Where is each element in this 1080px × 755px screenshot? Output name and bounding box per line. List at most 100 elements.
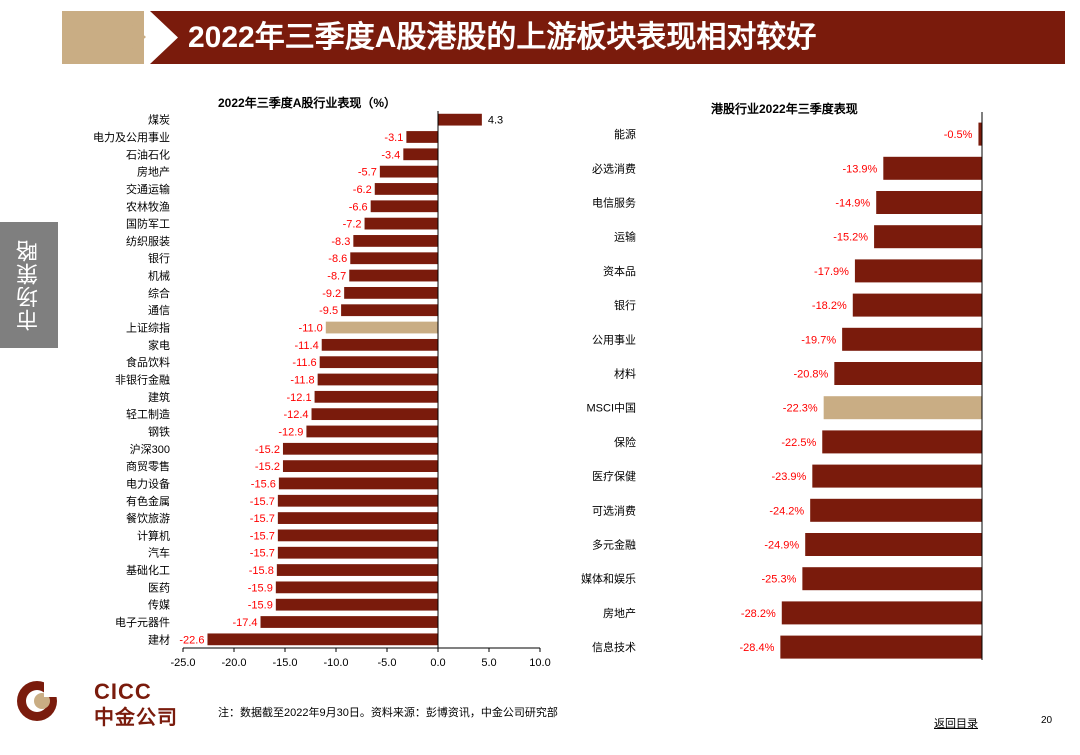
data-label: 4.3 <box>488 115 503 127</box>
bar <box>278 477 438 490</box>
category-label: 医药 <box>148 581 170 594</box>
data-label: -18.2% <box>812 300 847 312</box>
bar <box>802 567 982 591</box>
category-label: 可选消费 <box>592 503 636 517</box>
bar <box>314 390 438 403</box>
bar <box>854 259 982 283</box>
bar <box>852 293 982 317</box>
x-tick-label: 0.0 <box>430 657 445 669</box>
banner-chevron <box>116 11 146 63</box>
data-label: -15.9 <box>248 600 273 612</box>
hk-chart-title: 港股行业2022年三季度表现 <box>711 102 858 116</box>
category-label: 房地产 <box>137 165 170 179</box>
bar <box>276 564 438 576</box>
data-label: -15.2 <box>255 444 280 456</box>
category-label: 媒体和娱乐 <box>581 572 636 586</box>
category-label: 沪深300 <box>130 442 170 456</box>
bar <box>823 396 982 420</box>
data-label: -13.9% <box>842 163 877 175</box>
data-label: -6.6 <box>349 201 368 213</box>
bar <box>364 217 438 230</box>
x-tick-label: 10.0 <box>529 657 550 669</box>
side-section-tab[interactable]: 市场策略 <box>0 222 58 348</box>
category-label: 多元金融 <box>592 538 636 552</box>
category-label: 房地产 <box>603 606 636 620</box>
bar <box>277 546 438 559</box>
category-label: 银行 <box>148 251 170 265</box>
category-label: 食品饮料 <box>126 355 170 369</box>
bar <box>319 356 438 369</box>
a-share-chart-title: 2022年三季度A股行业表现（%） <box>218 96 397 110</box>
data-label: -15.2 <box>255 461 280 473</box>
data-label: -8.3 <box>331 236 350 248</box>
category-label: 信息技术 <box>592 640 636 654</box>
category-label: 材料 <box>614 367 636 381</box>
data-label: -15.7 <box>250 548 275 560</box>
data-label: -22.6 <box>179 634 204 646</box>
category-label: 煤炭 <box>148 114 170 127</box>
bar <box>207 633 438 646</box>
bar <box>374 183 438 195</box>
data-label: -22.5% <box>781 437 816 449</box>
bar <box>353 235 438 247</box>
x-tick-label: 5.0 <box>481 657 496 669</box>
data-label: -11.8 <box>290 375 314 387</box>
category-label: 通信 <box>148 304 170 317</box>
category-label: 电力设备 <box>126 476 170 490</box>
category-label: 电力及公用事业 <box>93 131 170 144</box>
category-label: 家电 <box>148 338 170 352</box>
data-label: -19.7% <box>801 334 836 346</box>
category-label: 商贸零售 <box>126 459 170 473</box>
data-label: -28.4% <box>740 642 775 654</box>
data-label: -15.6 <box>251 478 276 490</box>
data-label: -7.2 <box>343 219 362 231</box>
bar <box>325 321 438 334</box>
data-label: -15.7 <box>250 530 275 542</box>
bar <box>438 113 482 126</box>
category-label: 石油石化 <box>126 147 170 161</box>
data-label: -11.0 <box>299 323 323 335</box>
category-label: 有色金属 <box>126 494 170 508</box>
bar <box>370 200 438 213</box>
category-label: 必选消费 <box>592 161 636 175</box>
bar <box>810 498 982 522</box>
data-label: -11.6 <box>292 357 316 369</box>
bar <box>277 494 438 507</box>
category-label: 上证综指 <box>126 321 170 335</box>
bar <box>349 269 438 282</box>
category-label: 资本品 <box>603 264 636 278</box>
back-to-contents-link[interactable]: 返回目录 <box>934 718 978 730</box>
x-tick-label: -5.0 <box>378 657 397 669</box>
bar <box>282 460 438 473</box>
bar <box>306 425 438 438</box>
category-label: 建筑 <box>148 390 170 404</box>
category-label: 农林牧渔 <box>126 199 170 213</box>
category-label: 汽车 <box>148 546 170 560</box>
data-label: -6.2 <box>353 184 372 196</box>
data-label: -15.8 <box>249 565 274 577</box>
category-label: MSCI中国 <box>587 402 637 415</box>
bar <box>317 373 438 386</box>
category-label: 传媒 <box>148 599 170 612</box>
bar <box>822 430 982 454</box>
category-label: 交通运输 <box>126 182 170 196</box>
bar <box>260 616 438 628</box>
data-label: -17.9% <box>814 266 849 278</box>
bar <box>805 533 982 556</box>
category-label: 餐饮旅游 <box>126 511 170 525</box>
data-label: -15.7 <box>250 496 275 508</box>
bar <box>780 635 982 659</box>
data-label: -8.7 <box>327 271 346 283</box>
data-label: -15.9 <box>248 582 273 594</box>
category-label: 能源 <box>614 127 636 141</box>
bar <box>876 191 982 214</box>
category-label: 机械 <box>148 269 170 283</box>
category-label: 综合 <box>148 286 170 300</box>
bar <box>275 598 438 611</box>
data-label: -3.4 <box>381 149 400 161</box>
bar <box>781 601 982 625</box>
category-label: 公用事业 <box>592 333 636 346</box>
category-label: 运输 <box>614 230 636 244</box>
bar <box>834 362 982 385</box>
category-label: 纺织服装 <box>126 234 170 248</box>
